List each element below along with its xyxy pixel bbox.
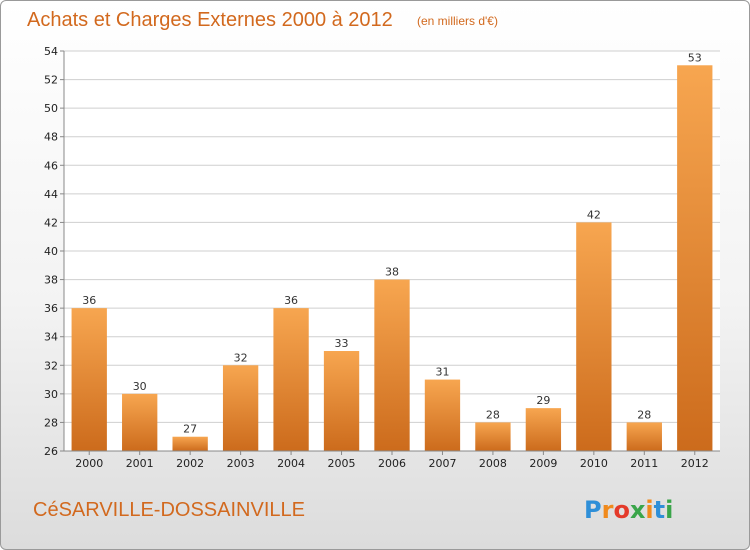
x-tick-label: 2000 <box>75 457 103 470</box>
bar <box>71 308 107 451</box>
bar <box>677 65 713 452</box>
logo-letter: r <box>602 496 614 524</box>
y-tick-label: 42 <box>44 216 58 229</box>
logo-letter: t <box>654 496 665 524</box>
y-tick-label: 44 <box>44 188 58 201</box>
bar <box>525 408 562 451</box>
x-tick-label: 2012 <box>681 457 709 470</box>
proxiti-logo: Proxiti <box>584 496 673 524</box>
y-tick-label: 54 <box>44 45 58 58</box>
x-tick-label: 2005 <box>328 457 356 470</box>
bar <box>172 436 208 451</box>
x-tick-label: 2004 <box>277 457 305 470</box>
bars <box>71 65 713 452</box>
data-label: 53 <box>688 51 702 64</box>
x-tick-label: 2011 <box>630 457 658 470</box>
y-tick-label: 50 <box>44 102 58 115</box>
y-tick-label: 26 <box>44 445 58 458</box>
bar <box>576 222 612 451</box>
commune-name: CéSARVILLE-DOSSAINVILLE <box>33 499 305 521</box>
logo-letter: x <box>630 496 646 524</box>
data-label: 32 <box>234 351 248 364</box>
x-tick-label: 2002 <box>176 457 204 470</box>
x-tick-label: 2010 <box>580 457 608 470</box>
y-tick-label: 46 <box>44 159 58 172</box>
chart-subtitle: (en milliers d'€) <box>417 14 498 28</box>
y-axis: 26 28 30 32 34 36 38 40 42 44 46 48 50 52 54 <box>44 45 65 458</box>
x-tick-label: 2006 <box>378 457 406 470</box>
x-tick-label: 2003 <box>227 457 255 470</box>
data-label: 28 <box>637 408 651 421</box>
value-labels: 36 30 27 32 36 33 38 31 28 29 42 28 53 <box>82 51 702 435</box>
y-tick-label: 38 <box>44 274 58 287</box>
data-label: 31 <box>435 366 449 379</box>
bar <box>626 422 662 451</box>
bar <box>122 393 158 451</box>
chart-title: Achats et Charges Externes 2000 à 2012 <box>27 9 393 31</box>
data-label: 38 <box>385 266 399 279</box>
data-label: 27 <box>183 423 197 436</box>
data-label: 29 <box>536 394 550 407</box>
data-label: 36 <box>82 294 96 307</box>
logo-letter: P <box>584 496 602 524</box>
bar <box>475 422 511 451</box>
bar <box>374 279 410 451</box>
y-tick-label: 30 <box>44 388 58 401</box>
y-tick-label: 28 <box>44 416 58 429</box>
x-axis: 2000 2001 2002 2003 2004 2005 2006 2007 2008 2009… <box>64 450 720 470</box>
data-label: 28 <box>486 408 500 421</box>
data-label: 33 <box>335 337 349 350</box>
x-tick-label: 2007 <box>428 457 456 470</box>
x-tick-label: 2001 <box>126 457 154 470</box>
logo-letter: i <box>645 496 653 524</box>
logo-letter: i <box>665 496 673 524</box>
x-tick-label: 2008 <box>479 457 507 470</box>
bar <box>323 351 360 451</box>
grid-lines <box>64 50 720 452</box>
y-tick-label: 36 <box>44 302 58 315</box>
data-label: 30 <box>133 380 147 393</box>
bar <box>273 308 309 451</box>
x-tick-label: 2009 <box>529 457 557 470</box>
bar <box>424 379 461 451</box>
y-tick-label: 32 <box>44 359 58 372</box>
bar <box>222 365 259 451</box>
data-label: 42 <box>587 208 601 221</box>
logo-letter: o <box>613 496 630 524</box>
y-tick-label: 40 <box>44 245 58 258</box>
y-tick-label: 48 <box>44 131 58 144</box>
y-tick-label: 34 <box>44 331 58 344</box>
y-tick-label: 52 <box>44 74 58 87</box>
data-label: 36 <box>284 294 298 307</box>
